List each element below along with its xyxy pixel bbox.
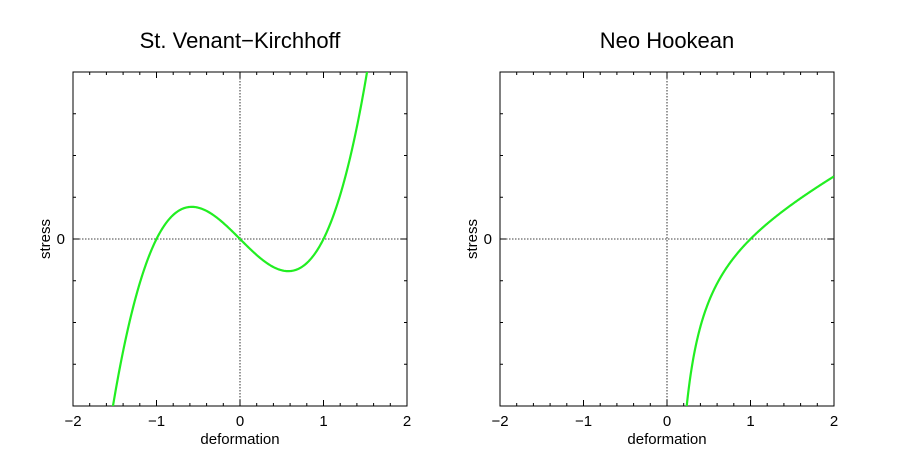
chart-title: St. Venant−Kirchhoff [140,28,342,53]
x-tick-label: −1 [148,413,165,430]
y-axis-label: stress [37,219,54,259]
chart-title: Neo Hookean [600,28,735,53]
x-tick-label: 0 [236,413,244,430]
x-axis-label: deformation [627,431,706,448]
x-tick-label: −2 [64,413,81,430]
x-tick-label: −1 [575,413,592,430]
x-tick-label: 0 [663,413,671,430]
x-axis-label: deformation [200,431,279,448]
y-axis-label: stress [464,219,481,259]
x-tick-label: 1 [319,413,327,430]
x-tick-label: 1 [746,413,754,430]
x-tick-label: 2 [830,413,838,430]
series-line-1 [111,72,369,406]
x-tick-label: 2 [403,413,411,430]
y-tick-label: 0 [57,231,65,248]
plot-frame [499,71,835,407]
y-tick-label: 0 [484,231,492,248]
chart-panel-1: St. Venant−Kirchhoff−2 −1 0 1 20deformations… [37,28,411,448]
series-line-1 [685,175,834,406]
x-tick-label: −2 [491,413,508,430]
